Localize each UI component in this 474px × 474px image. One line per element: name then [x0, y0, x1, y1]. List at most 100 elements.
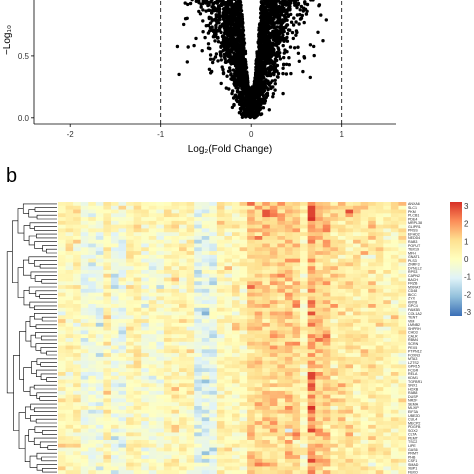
heatmap-cell [322, 213, 331, 218]
heatmap-cell [209, 266, 218, 271]
heatmap-cell [194, 262, 203, 267]
heatmap-cell [88, 213, 97, 218]
heatmap-cell [232, 356, 240, 361]
heatmap-cell [239, 281, 248, 286]
heatmap-cell [292, 387, 301, 392]
heatmap-cell [80, 356, 89, 361]
heatmap-cell [345, 202, 354, 207]
volcano-point [305, 9, 309, 13]
heatmap-cell [269, 390, 278, 395]
heatmap-cell [300, 288, 308, 293]
heatmap-cell [383, 285, 392, 290]
heatmap-cell [141, 220, 150, 225]
heatmap-cell [337, 217, 346, 222]
heatmap-cell [239, 224, 248, 229]
heatmap-cell [163, 232, 172, 237]
heatmap-cell [247, 254, 255, 259]
heatmap-cell [201, 315, 210, 320]
heatmap-cell [300, 292, 308, 297]
heatmap-cell [300, 202, 308, 207]
heatmap-cell [368, 224, 377, 229]
heatmap-cell [262, 285, 271, 290]
heatmap-cell [307, 334, 316, 339]
heatmap-cell [163, 319, 172, 324]
volcano-point [226, 0, 231, 2]
heatmap-cell [65, 368, 74, 373]
heatmap-cell [277, 247, 286, 252]
heatmap-cell [103, 209, 112, 214]
heatmap-cell [360, 353, 369, 358]
heatmap-cell [368, 372, 377, 377]
heatmap-cell [383, 254, 392, 259]
heatmap-cell [95, 247, 104, 252]
heatmap-cell [80, 236, 89, 241]
heatmap-cell [163, 285, 172, 290]
heatmap-cell [307, 387, 316, 392]
heatmap-cell [315, 224, 324, 229]
heatmap-cell [247, 372, 255, 377]
heatmap-cell [126, 334, 134, 339]
heatmap-cell [133, 360, 142, 365]
heatmap-cell [353, 258, 361, 263]
heatmap-cell [262, 224, 271, 229]
heatmap-cell [284, 326, 293, 331]
heatmap-cell [262, 360, 271, 365]
volcano-point [272, 14, 277, 18]
heatmap-cell [360, 202, 369, 207]
heatmap-cell [126, 251, 134, 256]
heatmap-cell [118, 288, 127, 293]
heatmap-cell [277, 228, 286, 233]
heatmap-cell [126, 390, 134, 395]
volcano-point [229, 17, 233, 22]
heatmap-cell [156, 224, 165, 229]
heatmap-cell [179, 288, 187, 293]
heatmap-cell [322, 277, 331, 282]
heatmap-cell [368, 341, 377, 346]
heatmap-cell [141, 236, 150, 241]
heatmap-cell [345, 364, 354, 369]
heatmap-cell [284, 364, 293, 369]
heatmap-cell [247, 330, 255, 335]
heatmap-cell [110, 364, 119, 369]
heatmap-cell [186, 360, 195, 365]
volcano-point [282, 55, 286, 60]
volcano-point [219, 41, 223, 45]
volcano-point [260, 2, 265, 6]
heatmap-cell [80, 387, 89, 392]
heatmap-cell [163, 281, 172, 286]
heatmap-cell [353, 334, 361, 339]
heatmap-cell [65, 285, 74, 290]
volcano-point [281, 91, 285, 96]
heatmap-cell [337, 345, 346, 350]
heatmap-cell [360, 232, 369, 237]
heatmap-cell [201, 270, 210, 275]
heatmap-cell [345, 258, 354, 263]
heatmap-cell [126, 383, 134, 388]
dendrogram-branch [36, 358, 57, 365]
heatmap-cell [224, 341, 233, 346]
volcano-point [241, 85, 246, 89]
heatmap-cell [337, 307, 346, 312]
heatmap-cell [262, 270, 271, 275]
heatmap-cell [262, 387, 271, 392]
heatmap-cell [186, 372, 195, 377]
heatmap-cell [171, 356, 180, 361]
heatmap-cell [284, 277, 293, 282]
heatmap-cell [118, 296, 127, 301]
heatmap-cell [118, 338, 127, 343]
volcano-point [240, 62, 244, 66]
heatmap-cell [73, 375, 81, 380]
heatmap-cell [110, 251, 119, 256]
heatmap-cell [292, 338, 301, 343]
heatmap-cell [269, 247, 278, 252]
heatmap-cell [368, 217, 377, 222]
heatmap-cell [209, 258, 218, 263]
volcano-point [250, 114, 254, 119]
heatmap-cell [201, 390, 210, 395]
heatmap-cell [315, 368, 324, 373]
heatmap-cell [383, 394, 392, 399]
heatmap-cell [322, 296, 331, 301]
volcano-point [272, 52, 276, 56]
volcano-point [242, 77, 247, 81]
heatmap-cell [247, 220, 255, 225]
